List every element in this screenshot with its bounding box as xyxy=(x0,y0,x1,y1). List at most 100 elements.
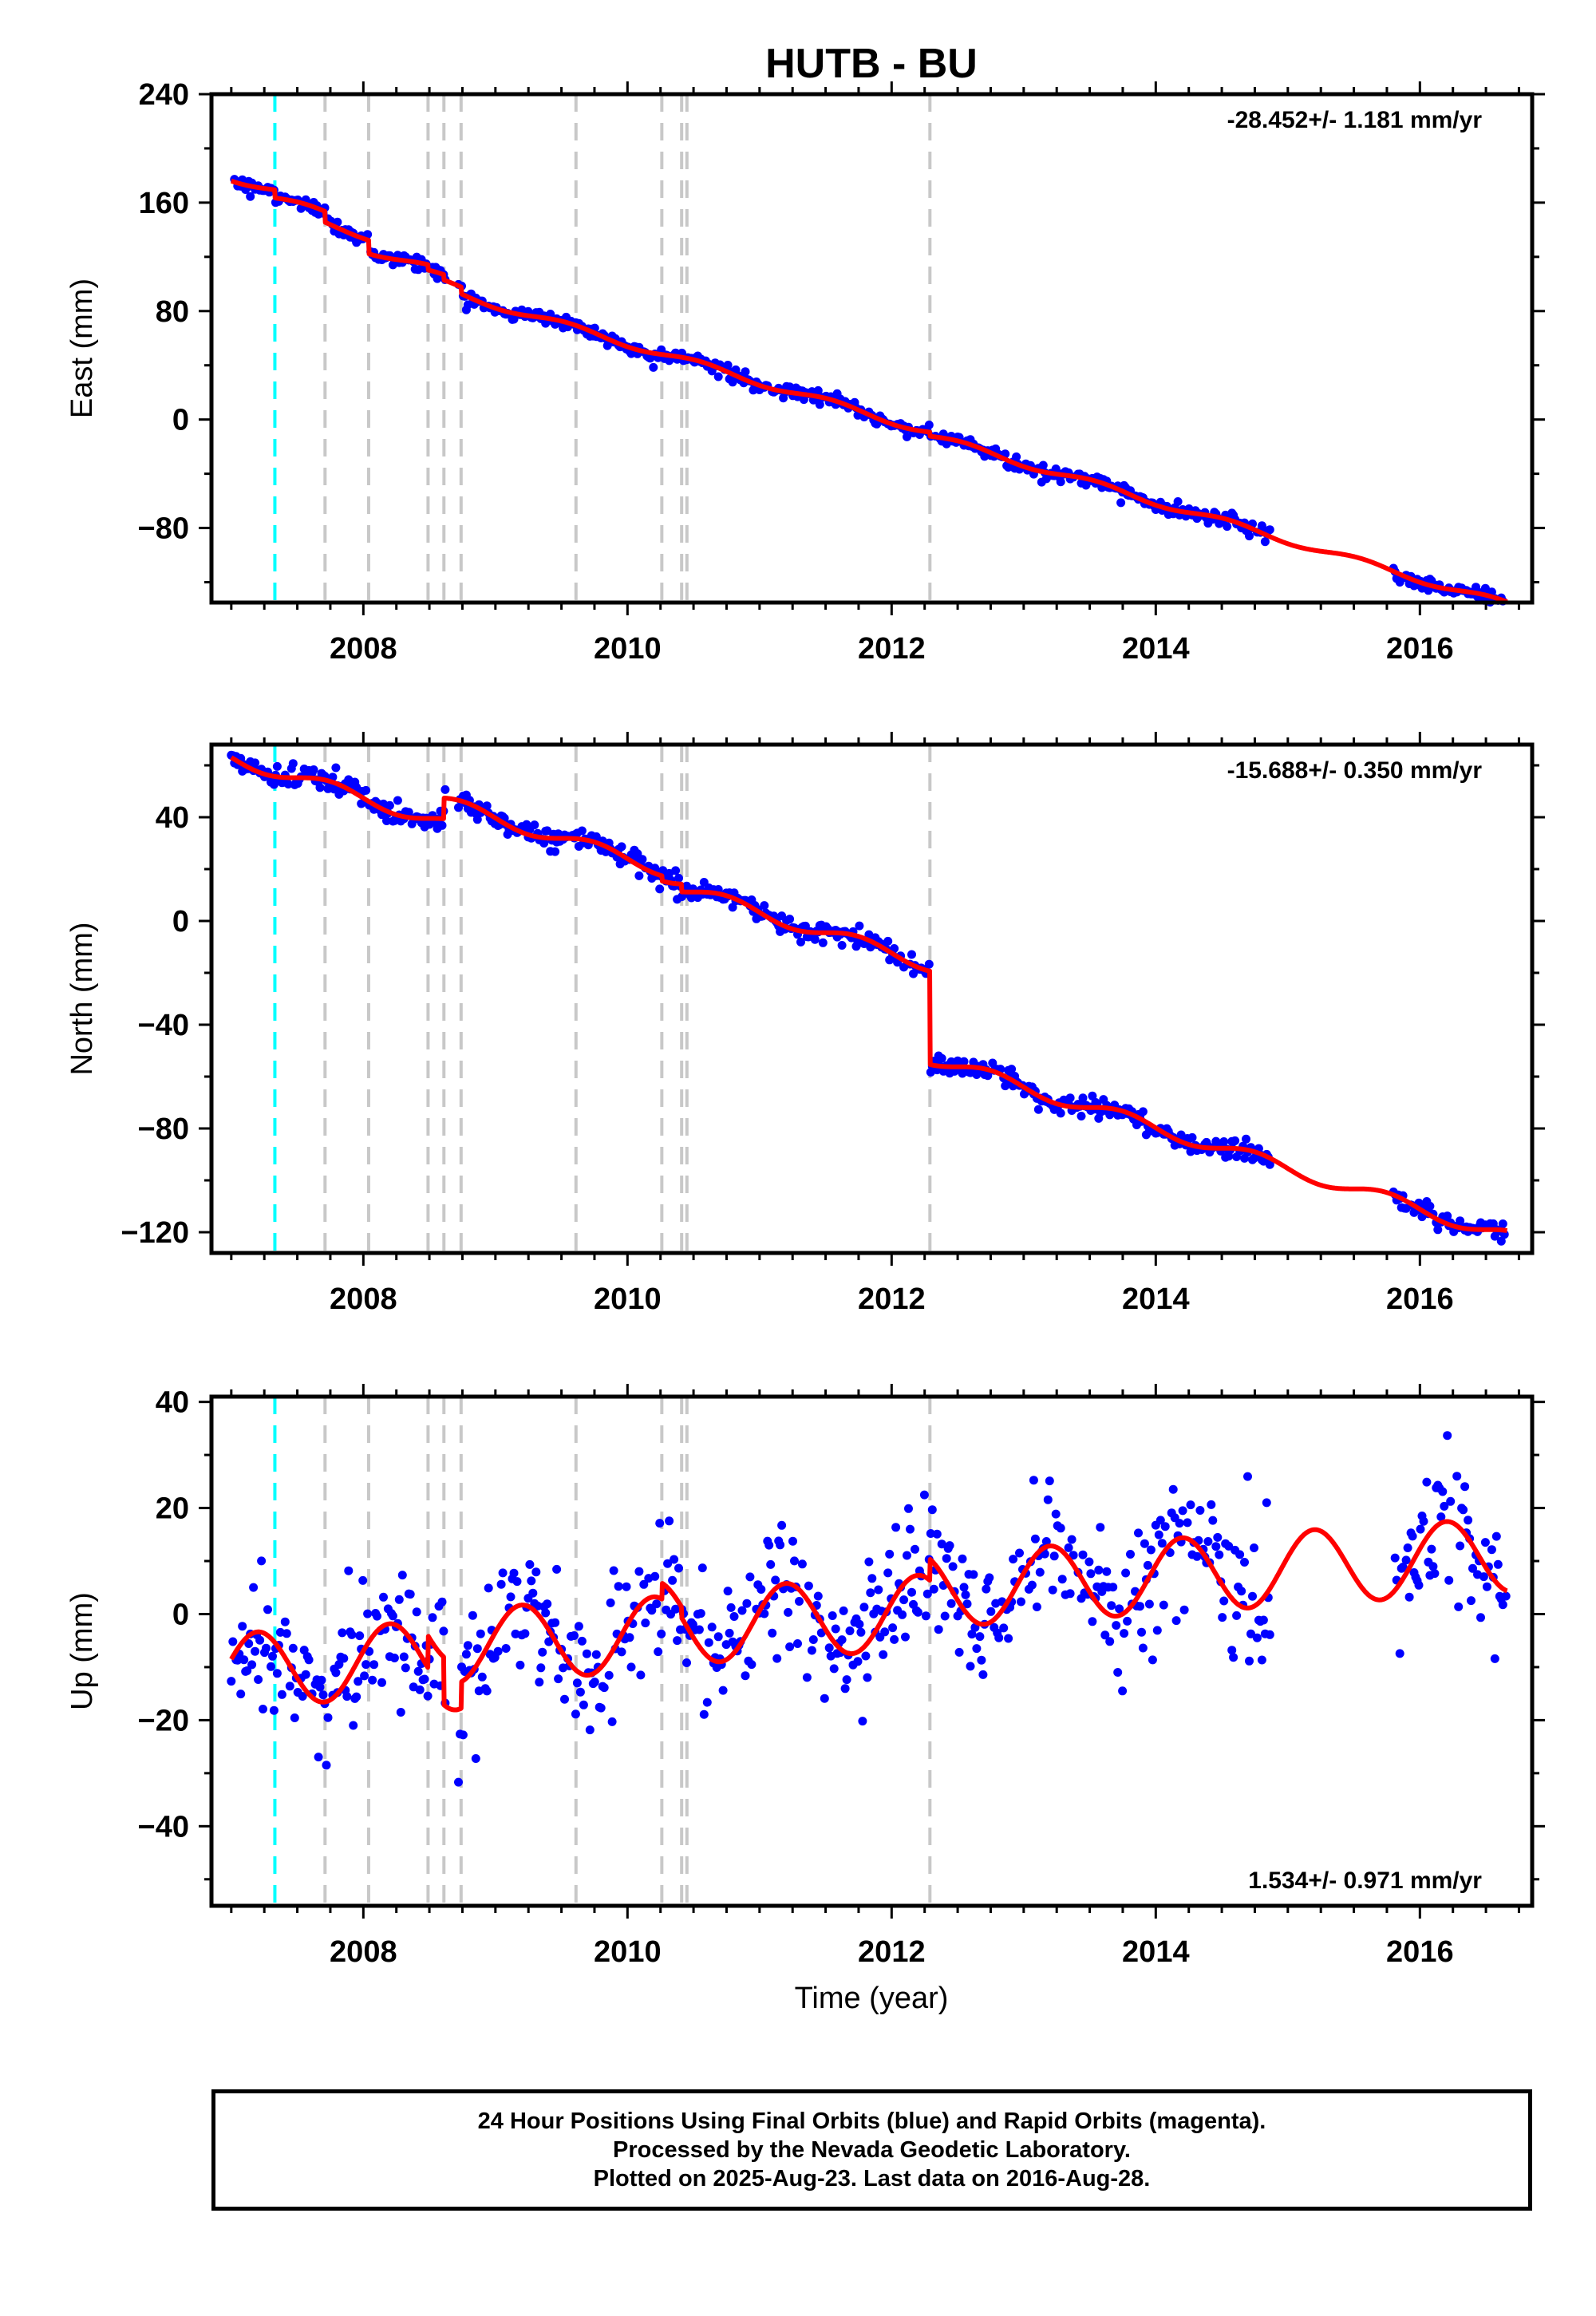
data-point xyxy=(625,1633,634,1642)
data-point xyxy=(674,873,683,883)
data-point xyxy=(829,1664,839,1674)
data-point xyxy=(864,1557,874,1567)
data-point xyxy=(1427,1544,1436,1554)
data-point xyxy=(888,1623,898,1633)
data-point xyxy=(349,1721,358,1730)
data-point xyxy=(1144,1599,1154,1609)
data-point xyxy=(1240,1558,1249,1567)
data-point xyxy=(397,1571,407,1580)
data-point xyxy=(799,395,808,405)
data-point xyxy=(726,1603,736,1612)
y-tick-label: 160 xyxy=(139,187,189,220)
data-point xyxy=(704,1638,713,1647)
data-point xyxy=(476,1629,485,1638)
data-point xyxy=(347,1630,357,1639)
data-point xyxy=(655,1519,665,1528)
data-point xyxy=(1038,460,1048,470)
data-point xyxy=(921,1611,930,1621)
data-point xyxy=(484,1583,493,1593)
data-point xyxy=(1491,1531,1501,1541)
data-point xyxy=(1401,1555,1411,1565)
data-point xyxy=(694,1625,704,1634)
data-point xyxy=(634,1567,644,1576)
data-point xyxy=(986,1607,996,1616)
data-point xyxy=(1134,1528,1143,1538)
data-point xyxy=(1452,1472,1462,1481)
data-point xyxy=(639,1579,649,1589)
data-point xyxy=(1487,1545,1496,1555)
data-point xyxy=(255,1635,265,1645)
data-point xyxy=(776,1540,785,1550)
data-point xyxy=(393,796,402,805)
x-tick-label: 2010 xyxy=(594,1282,662,1316)
data-point xyxy=(1446,1496,1456,1506)
data-point xyxy=(1496,1236,1506,1246)
data-point xyxy=(961,1590,970,1599)
data-point xyxy=(626,1662,636,1672)
data-point xyxy=(655,884,665,894)
east-panel: 2008 2010 2012 2014 2016 240 160 80 0 −80 East (mm… xyxy=(65,78,1545,666)
data-point xyxy=(1120,1629,1129,1638)
data-point xyxy=(797,1559,807,1569)
data-point xyxy=(251,1646,260,1656)
data-point xyxy=(670,1555,679,1564)
data-point xyxy=(911,1544,919,1554)
y-tick-label: −20 xyxy=(138,1704,189,1737)
data-point xyxy=(946,1599,956,1608)
data-point xyxy=(1246,1629,1255,1638)
data-point xyxy=(1171,1616,1181,1626)
data-point xyxy=(574,1622,583,1631)
data-point xyxy=(760,1609,769,1618)
data-point xyxy=(1404,1592,1414,1602)
x-tick-label: 2010 xyxy=(594,1935,662,1969)
data-point xyxy=(654,1647,663,1657)
data-point xyxy=(1242,1134,1250,1144)
data-point xyxy=(845,1626,855,1635)
data-point xyxy=(1051,1509,1061,1519)
data-point xyxy=(512,1577,522,1587)
y-tick-label: −40 xyxy=(138,1009,189,1042)
data-point xyxy=(855,1619,864,1629)
data-point xyxy=(396,1708,405,1717)
north-panel: 2008 2010 2012 2014 2016 40 0 −40 −80 −120 North (… xyxy=(65,732,1545,1316)
data-point xyxy=(922,1589,932,1599)
data-point xyxy=(262,1643,271,1653)
data-point xyxy=(1213,1532,1223,1542)
data-point xyxy=(599,1683,609,1693)
data-point xyxy=(1390,1553,1400,1563)
data-point xyxy=(937,1053,946,1063)
data-point xyxy=(1430,1569,1440,1579)
y-tick-label: −80 xyxy=(138,512,189,546)
data-point xyxy=(360,1671,369,1681)
data-point xyxy=(1243,1472,1252,1481)
y-axis-label: East (mm) xyxy=(65,279,99,418)
data-point xyxy=(772,1654,782,1663)
y-tick-label: 80 xyxy=(156,295,189,329)
y-axis-label: Up (mm) xyxy=(65,1592,99,1710)
data-points xyxy=(227,750,1509,1246)
data-point xyxy=(530,820,539,830)
x-tick-label: 2010 xyxy=(594,632,662,666)
data-point xyxy=(747,1660,757,1670)
data-point xyxy=(820,1694,829,1703)
data-point xyxy=(810,935,820,944)
data-point xyxy=(1107,1601,1116,1611)
up-panel: 2008 2010 2012 2014 2016 40 20 0 −20 −40 Up (mm) 1.… xyxy=(65,1384,1545,1969)
data-point xyxy=(1057,1575,1067,1584)
y-tick-label: 0 xyxy=(172,404,189,437)
data-point xyxy=(808,1635,818,1644)
data-point xyxy=(815,400,824,409)
data-point xyxy=(929,1584,938,1594)
data-point xyxy=(1121,1568,1131,1578)
data-point xyxy=(246,192,255,201)
data-point xyxy=(962,1599,972,1609)
data-point xyxy=(1096,1523,1105,1532)
data-point xyxy=(839,1606,848,1615)
data-point xyxy=(994,1633,1004,1642)
model-fit-line xyxy=(229,755,1509,1233)
data-point xyxy=(355,1631,365,1641)
data-point xyxy=(531,1567,541,1577)
data-point xyxy=(577,1636,587,1646)
model-fit-line xyxy=(229,178,1509,605)
